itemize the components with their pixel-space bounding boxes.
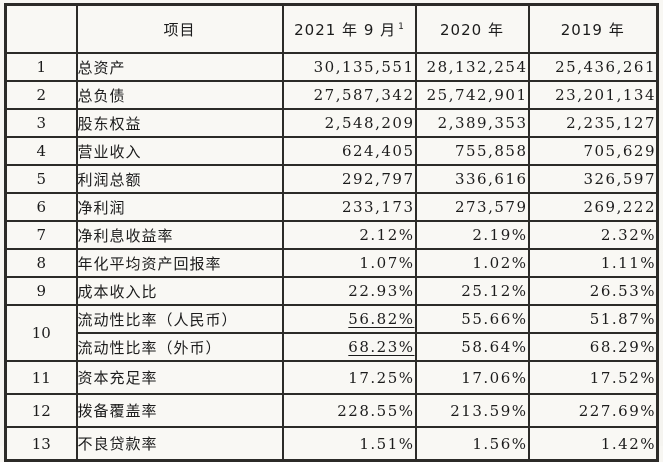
value-2019-cell: 23,201,134 xyxy=(527,80,659,110)
row-number-cell: 1 xyxy=(4,52,78,82)
value-2019-cell: 1.11% xyxy=(527,248,659,278)
row-number-cell: 9 xyxy=(4,276,78,306)
value-2021-cell: 292,797 xyxy=(281,164,417,194)
header-item: 项目 xyxy=(75,3,284,54)
table-row: 13 不良贷款率 1.51% 1.56% 1.42% xyxy=(4,426,659,462)
value-2021-cell: 2.12% xyxy=(281,220,417,250)
table-row: 6 净利润 233,173 273,579 269,222 xyxy=(4,192,659,222)
row-number-cell-merged: 10 xyxy=(4,304,78,362)
item-cell: 成本收入比 xyxy=(75,276,284,306)
value-2020-cell: 55.66% xyxy=(414,304,530,334)
table-row: 7 净利息收益率 2.12% 2.19% 2.32% xyxy=(4,220,659,250)
row-number-cell: 7 xyxy=(4,220,78,250)
table-row: 10 流动性比率（人民币） 56.82% 55.66% 51.87% xyxy=(4,304,659,362)
value-2019-cell: 2,235,127 xyxy=(527,108,659,138)
item-cell: 净利息收益率 xyxy=(75,220,284,250)
underlined-value: 68.23% xyxy=(348,338,415,356)
table-row: 8 年化平均资产回报率 1.07% 1.02% 1.11% xyxy=(4,248,659,278)
item-cell: 股东权益 xyxy=(75,108,284,138)
table-row: 3 股东权益 2,548,209 2,389,353 2,235,127 xyxy=(4,108,659,138)
header-2019: 2019 年 xyxy=(527,3,659,54)
table-row: 2 总负债 27,587,342 25,742,901 23,201,134 xyxy=(4,80,659,110)
value-2021-cell: 1.07% xyxy=(281,248,417,278)
row-number-cell: 8 xyxy=(4,248,78,278)
value-2020-cell: 17.06% xyxy=(414,360,530,395)
table-row: 1 总资产 30,135,551 28,132,254 25,436,261 xyxy=(4,52,659,82)
value-2019-cell: 26.53% xyxy=(527,276,659,306)
header-blank-cell xyxy=(4,3,78,54)
value-2021-cell: 27,587,342 xyxy=(281,80,417,110)
table-row: 12 拨备覆盖率 228.55% 213.59% 227.69% xyxy=(4,393,659,428)
item-cell: 营业收入 xyxy=(75,136,284,166)
item-cell: 不良贷款率 xyxy=(75,426,284,462)
value-2019-cell: 51.87% xyxy=(527,304,659,334)
value-2021-cell: 56.82% xyxy=(281,304,417,334)
value-2019-cell: 68.29% xyxy=(527,332,659,362)
footnote-marker: 1 xyxy=(398,21,404,32)
value-2019-cell: 17.52% xyxy=(527,360,659,395)
item-cell: 利润总额 xyxy=(75,164,284,194)
table-row: 5 利润总额 292,797 336,616 326,597 xyxy=(4,164,659,194)
value-2020-cell: 755,858 xyxy=(414,136,530,166)
row-number-cell: 12 xyxy=(4,393,78,428)
item-cell: 总负债 xyxy=(75,80,284,110)
item-cell: 年化平均资产回报率 xyxy=(75,248,284,278)
value-2019-cell: 2.32% xyxy=(527,220,659,250)
value-2021-cell: 68.23% xyxy=(281,332,417,362)
row-number-cell: 13 xyxy=(4,426,78,462)
value-2020-cell: 213.59% xyxy=(414,393,530,428)
value-2019-cell: 25,436,261 xyxy=(527,52,659,82)
value-2021-cell: 22.93% xyxy=(281,276,417,306)
value-2020-cell: 1.02% xyxy=(414,248,530,278)
value-2021-cell: 624,405 xyxy=(281,136,417,166)
item-cell: 拨备覆盖率 xyxy=(75,393,284,428)
value-2020-cell: 273,579 xyxy=(414,192,530,222)
value-2019-cell: 705,629 xyxy=(527,136,659,166)
value-2020-cell: 1.56% xyxy=(414,426,530,462)
header-2020: 2020 年 xyxy=(414,3,530,54)
value-2021-cell: 17.25% xyxy=(281,360,417,395)
value-2021-cell: 233,173 xyxy=(281,192,417,222)
item-cell: 资本充足率 xyxy=(75,360,284,395)
header-2021-label: 2021 年 9 月 xyxy=(294,20,397,39)
value-2020-cell: 28,132,254 xyxy=(414,52,530,82)
value-2021-cell: 30,135,551 xyxy=(281,52,417,82)
row-number-cell: 3 xyxy=(4,108,78,138)
value-2020-cell: 25,742,901 xyxy=(414,80,530,110)
value-2021-cell: 228.55% xyxy=(281,393,417,428)
row-number-cell: 4 xyxy=(4,136,78,166)
value-2020-cell: 25.12% xyxy=(414,276,530,306)
item-cell: 总资产 xyxy=(75,52,284,82)
row-number-cell: 11 xyxy=(4,360,78,395)
table-row: 11 资本充足率 17.25% 17.06% 17.52% xyxy=(4,360,659,395)
row-number-cell: 2 xyxy=(4,80,78,110)
value-2019-cell: 269,222 xyxy=(527,192,659,222)
value-2020-cell: 58.64% xyxy=(414,332,530,362)
row-number-cell: 6 xyxy=(4,192,78,222)
item-cell: 流动性比率（外币） xyxy=(75,332,284,362)
row-number-cell: 5 xyxy=(4,164,78,194)
value-2020-cell: 2.19% xyxy=(414,220,530,250)
value-2020-cell: 2,389,353 xyxy=(414,108,530,138)
value-2019-cell: 1.42% xyxy=(527,426,659,462)
value-2020-cell: 336,616 xyxy=(414,164,530,194)
value-2021-cell: 2,548,209 xyxy=(281,108,417,138)
value-2019-cell: 326,597 xyxy=(527,164,659,194)
underlined-value: 56.82% xyxy=(348,310,415,328)
value-2019-cell: 227.69% xyxy=(527,393,659,428)
table-row: 4 营业收入 624,405 755,858 705,629 xyxy=(4,136,659,166)
item-cell: 流动性比率（人民币） xyxy=(75,304,284,334)
table-row: 流动性比率（外币） 68.23% 58.64% 68.29% xyxy=(6,332,659,362)
value-2021-cell: 1.51% xyxy=(281,426,417,462)
item-cell: 净利润 xyxy=(75,192,284,222)
table-row: 9 成本收入比 22.93% 25.12% 26.53% xyxy=(4,276,659,306)
